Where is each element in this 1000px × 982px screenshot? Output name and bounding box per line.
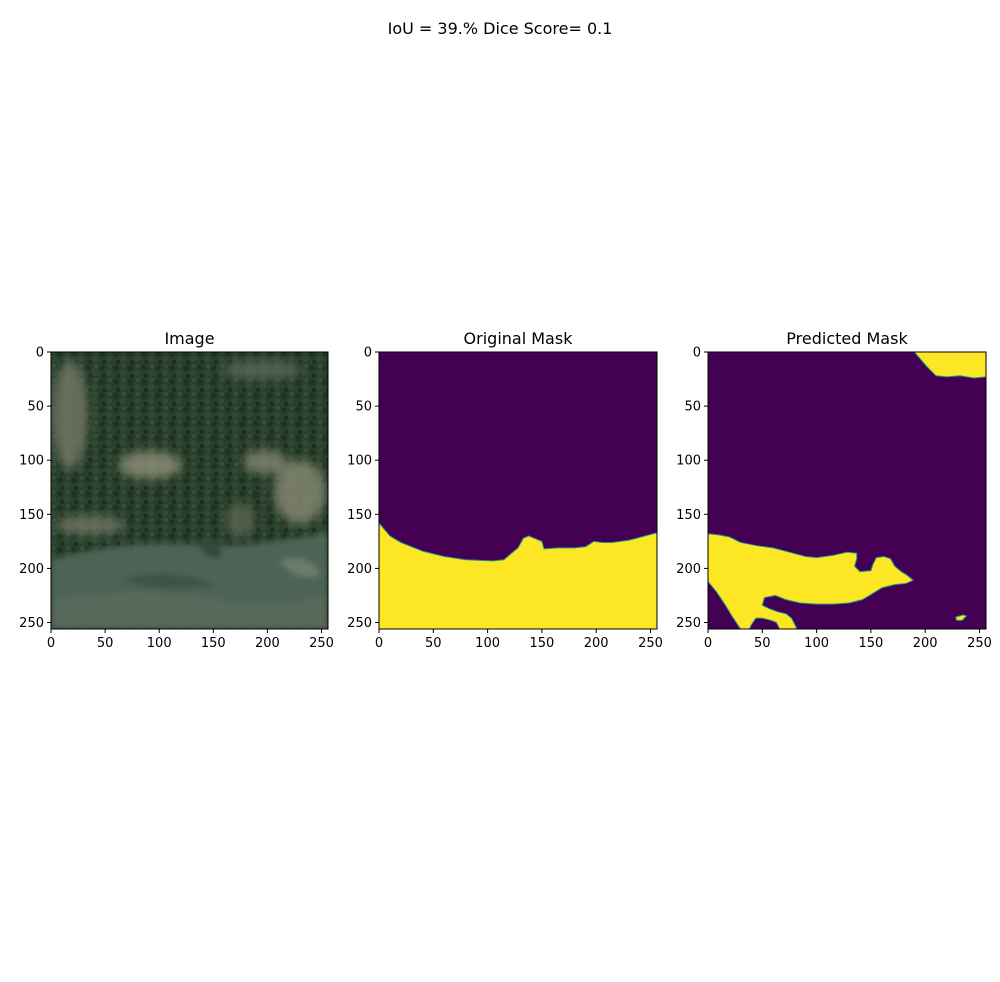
y-tick-label: 200 [19,562,44,577]
y-tick-label: 50 [355,400,372,415]
x-tick-label: 150 [858,636,883,651]
axes-frame [378,351,658,630]
y-tick-label: 0 [364,346,372,361]
x-tick-label: 150 [529,636,554,651]
x-tick-label: 250 [309,636,334,651]
y-tick-label: 200 [676,562,701,577]
x-tick-label: 150 [201,636,226,651]
x-ticks: 0 50 100 150 200 250 [47,629,334,651]
panel-title: Original Mask [464,329,574,348]
satellite-clearings [52,360,326,538]
panel-predicted-mask: Predicted Mask 0 50 100 150 200 250 0 50 100 150… [676,329,992,651]
x-tick-label: 200 [584,636,609,651]
mask-foreground-group [708,352,986,629]
panel-original-mask: Original Mask 0 50 100 150 200 250 0 50 100 150 2… [347,329,663,651]
y-tick-label: 0 [693,346,701,361]
mask-foreground-region [708,533,914,629]
x-ticks: 0 50 100 150 200 250 [375,629,663,651]
mask-foreground-group [379,522,657,629]
y-tick-label: 100 [347,454,372,469]
y-tick-label: 50 [27,400,44,415]
mask-foreground-region [379,522,657,629]
x-ticks: 0 50 100 150 200 250 [704,629,992,651]
y-tick-label: 100 [19,454,44,469]
y-tick-label: 250 [676,616,701,631]
y-tick-label: 50 [684,400,701,415]
x-tick-label: 200 [913,636,938,651]
x-tick-label: 250 [638,636,663,651]
x-tick-label: 250 [967,636,992,651]
panel-image: Image 0 50 100 150 200 250 0 50 100 150 200 [19,329,334,651]
x-tick-label: 100 [804,636,829,651]
y-tick-label: 250 [19,616,44,631]
y-tick-label: 100 [676,454,701,469]
y-tick-label: 0 [36,346,44,361]
figure-suptitle: IoU = 39.% Dice Score= 0.1 [388,19,613,38]
x-tick-label: 100 [475,636,500,651]
x-tick-label: 50 [425,636,442,651]
axes-frame [707,351,987,630]
satellite-water [51,532,328,629]
y-tick-label: 150 [19,508,44,523]
axes-frame [50,351,329,630]
y-tick-label: 150 [676,508,701,523]
x-tick-label: 0 [704,636,712,651]
mask-foreground-region [913,352,986,379]
panel-title: Image [164,329,214,348]
x-tick-label: 0 [47,636,55,651]
y-ticks: 0 50 100 150 200 250 [347,346,379,631]
x-tick-label: 50 [754,636,771,651]
x-tick-label: 50 [97,636,114,651]
x-tick-label: 200 [255,636,280,651]
y-tick-label: 250 [347,616,372,631]
y-ticks: 0 50 100 150 200 250 [676,346,708,631]
panel-title: Predicted Mask [786,329,908,348]
x-tick-label: 100 [147,636,172,651]
mask-foreground-region [955,614,967,621]
y-tick-label: 150 [347,508,372,523]
satellite-image [51,352,328,629]
y-tick-label: 200 [347,562,372,577]
x-tick-label: 0 [375,636,383,651]
y-ticks: 0 50 100 150 200 250 [19,346,51,631]
